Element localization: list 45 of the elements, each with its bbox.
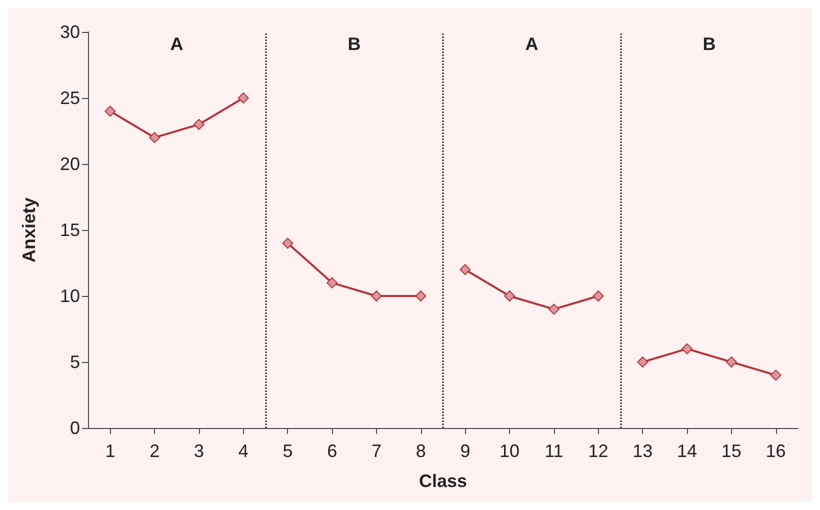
point xyxy=(193,118,204,130)
annotation: A xyxy=(525,34,538,54)
point xyxy=(592,290,604,302)
x-tick-label: 5 xyxy=(282,441,293,461)
point xyxy=(149,132,160,144)
x-tick-label: 9 xyxy=(460,441,470,461)
point xyxy=(460,264,471,276)
x-tick-label: 6 xyxy=(327,441,338,461)
y-axis-title: Anxiety xyxy=(19,197,39,263)
x-tick-label: 1 xyxy=(105,441,116,461)
y-tick-label: 0 xyxy=(70,418,80,438)
point xyxy=(770,370,782,381)
point xyxy=(548,304,560,315)
x-tick-label: 2 xyxy=(150,441,160,461)
point xyxy=(415,290,426,302)
x-tick-label: 12 xyxy=(588,441,608,461)
x-tick-label: 14 xyxy=(677,441,698,461)
point xyxy=(682,343,693,354)
x-tick-label: 10 xyxy=(500,441,520,461)
point xyxy=(238,92,249,104)
x-tick-label: 7 xyxy=(371,441,382,461)
y-tick-label: 30 xyxy=(60,22,80,42)
x-tick-label: 8 xyxy=(416,441,426,461)
x-tick-label: 3 xyxy=(194,441,204,461)
annotation: A xyxy=(170,34,184,54)
x-tick-label: 11 xyxy=(544,441,564,461)
annotation: B xyxy=(348,34,361,54)
x-tick-label: 13 xyxy=(632,441,653,461)
x-tick-label: 4 xyxy=(238,441,248,461)
point xyxy=(326,277,338,288)
x-axis-title: Class xyxy=(418,471,468,491)
point xyxy=(282,238,294,249)
annotation: B xyxy=(702,34,716,54)
point xyxy=(104,106,116,117)
y-tick-label: 10 xyxy=(60,286,80,306)
y-tick-label: 25 xyxy=(60,88,80,108)
point xyxy=(637,356,648,368)
point xyxy=(504,290,516,302)
point xyxy=(726,356,737,368)
x-tick-label: 16 xyxy=(766,441,786,461)
y-tick-label: 15 xyxy=(60,220,80,240)
x-tick-label: 15 xyxy=(721,441,742,461)
y-tick-label: 20 xyxy=(60,154,80,174)
y-tick-label: 5 xyxy=(70,352,80,372)
point xyxy=(370,290,382,302)
